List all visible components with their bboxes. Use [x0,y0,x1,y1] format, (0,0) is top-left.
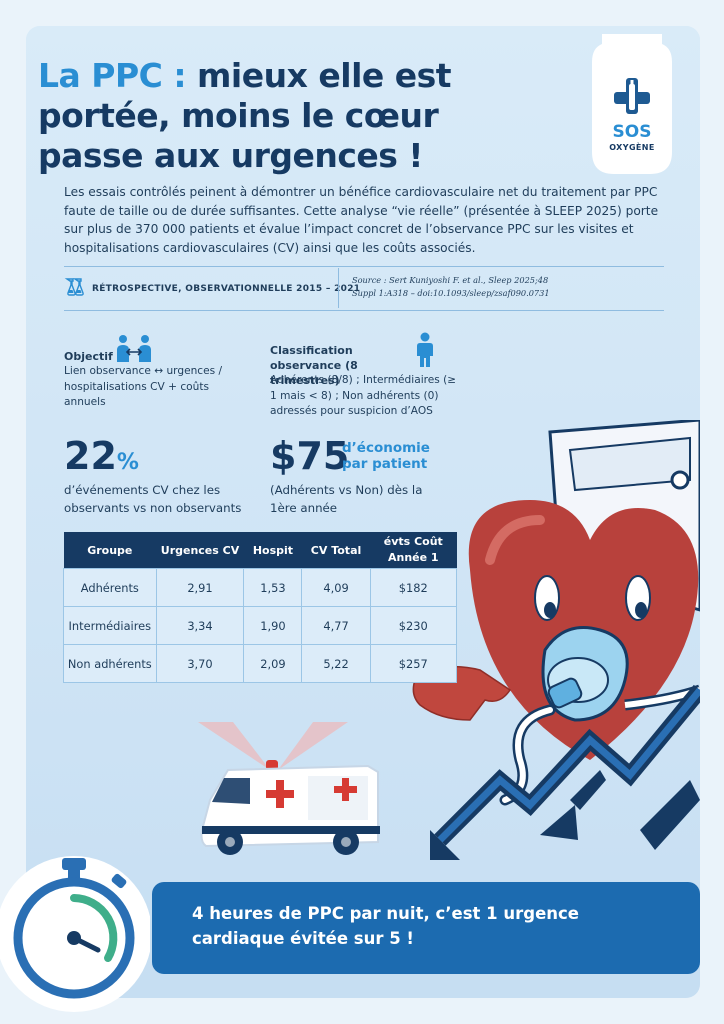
table-cell: 3,70 [155,644,245,683]
table-header: CV Total [301,532,371,569]
stat2-label: d’économie par patient [342,440,430,472]
table-cell: 4,77 [301,606,371,645]
table-cell: Adhérents [63,568,157,607]
table-cell: 2,09 [243,644,303,683]
table-cell: $230 [369,606,458,645]
title-accent: La PPC : [38,56,187,95]
table-cell: Non adhérents [63,644,157,683]
table-cell: 2,91 [155,568,245,607]
page-title: La PPC : mieux elle est portée, moins le… [38,56,508,176]
classification-title: Classification observance (8 trimestres) [270,344,358,387]
meta-separator [338,268,339,308]
stat1-symbol: % [116,450,139,475]
study-type: RÉTROSPECTIVE, OBSERVATIONNELLE 2015 – 2… [92,284,361,294]
ambulance-illustration [198,722,380,855]
table-cell: $182 [369,568,458,607]
cross-bottle-icon [614,78,650,114]
table-cell: $257 [369,644,458,683]
stopwatch-icon [0,856,150,1012]
stat1-text: d’événements CV chez les observants vs n… [64,483,242,515]
table-cell: 4,09 [301,568,371,607]
stat2-text: (Adhérents vs Non) dès la 1ère année [270,483,423,515]
badge-brand-top: SOS [612,122,652,142]
objectif-title: Objectif [64,350,113,363]
title-rest: mieux elle est portée, moins le cœur pas… [38,56,452,175]
heart-illustration [412,420,700,860]
classification-text: Adhérents (8/8) ; Intermédiaires (≥ 1 ma… [270,374,457,418]
table-cell: 3,34 [155,606,245,645]
table-header-row: Groupe Urgences CV Hospit CV Total évts … [63,532,457,569]
footer-banner [152,882,700,974]
source-citation: Source : Sert Kuniyoshi F. et al., Sleep… [352,275,550,298]
table-row: Intermédiaires 3,34 1,90 4,77 $230 [63,606,458,645]
intro-paragraph: Les essais contrôlés peinent à démontrer… [64,185,659,255]
flask-icon [64,278,84,296]
table-row: Non adhérents 3,70 2,09 5,22 $257 [63,644,458,683]
table-header: évts Coût Année 1 [370,532,457,569]
footer-text: 4 heures de PPC par nuit, c’est 1 urgenc… [192,904,579,948]
stat2-value: $75 [270,434,350,478]
sos-oxygene-badge [592,34,672,174]
objectif-text: Lien observance ↔ urgences / hospitalisa… [64,365,223,409]
person-icon [417,332,433,367]
divider-top [64,266,664,267]
badge-brand-bottom: OXYGÈNE [609,143,655,152]
stat1-value: 22% [64,434,139,478]
table-header: Hospit [243,532,302,569]
results-table: Groupe Urgences CV Hospit CV Total évts … [63,532,458,683]
table-cell: Intermédiaires [63,606,157,645]
people-exchange-icon [117,335,151,362]
table-header: Groupe [63,532,157,569]
divider-bottom [64,310,664,311]
table-cell: 1,53 [243,568,303,607]
table-header: Urgences CV [156,532,244,569]
table-cell: 1,90 [243,606,303,645]
table-row: Adhérents 2,91 1,53 4,09 $182 [63,568,458,607]
table-cell: 5,22 [301,644,371,683]
